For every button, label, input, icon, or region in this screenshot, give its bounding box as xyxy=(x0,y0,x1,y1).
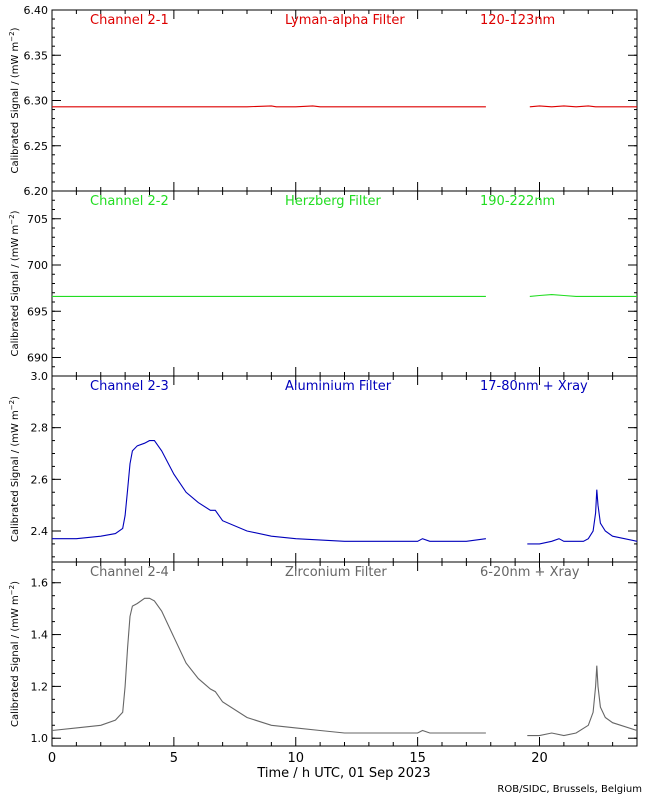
y-tick-label-ch24: 1.0 xyxy=(31,732,49,745)
series-line-ch24-seg1 xyxy=(51,597,486,734)
band-label-ch24: 6-20nm + Xray xyxy=(480,565,580,580)
channel-label-ch22: Channel 2-2 xyxy=(90,194,169,209)
y-tick-label-ch23: 2.4 xyxy=(31,525,49,538)
filter-label-ch21: Lyman-alpha Filter xyxy=(285,13,405,28)
y-tick-label-ch21: 6.40 xyxy=(24,4,49,17)
y-axis-label-ch24: Calibrated Signal / (mW m−2) xyxy=(8,581,21,727)
x-tick-label: 0 xyxy=(48,751,56,766)
panel-frame-ch23 xyxy=(51,375,638,563)
y-tick-label-ch21: 6.20 xyxy=(24,185,49,198)
panel-ch23: 2.4 2.6 2.8 3.0 Calibrated Signal / (mW m−2)… xyxy=(8,370,638,563)
y-tick-label-ch24: 1.4 xyxy=(31,629,49,642)
channel-label-ch23: Channel 2-3 xyxy=(90,379,169,394)
y-tick-label-ch23: 2.6 xyxy=(31,473,49,486)
y-tick-label-ch21: 6.30 xyxy=(24,95,49,108)
y-axis-label-ch22: Calibrated Signal / (mW m−2) xyxy=(8,210,21,356)
channel-label-ch24: Channel 2-4 xyxy=(90,565,169,580)
y-tick-label-ch22: 705 xyxy=(27,213,48,226)
series-line-ch22-seg2 xyxy=(529,294,637,297)
y-axis-label-ch23: Calibrated Signal / (mW m−2) xyxy=(8,396,21,542)
x-tick-label: 15 xyxy=(409,751,426,766)
series-line-ch21-seg2 xyxy=(529,105,637,108)
series-line-ch23-seg1 xyxy=(52,440,486,542)
band-label-ch22: 190-222nm xyxy=(480,194,555,209)
x-axis-label: Time / h UTC, 01 Sep 2023 xyxy=(256,766,430,781)
filter-label-ch24: Zirconium Filter xyxy=(285,565,387,580)
y-tick-label-ch23: 2.8 xyxy=(31,422,49,435)
panel-frame-ch22 xyxy=(51,190,638,377)
panel-ch22: 690 695 700 705 Calibrated Signal / (mW m−2)… xyxy=(8,190,638,377)
panel-frame-ch24 xyxy=(51,561,638,747)
filter-label-ch23: Aluminium Filter xyxy=(285,379,392,394)
y-tick-label-ch24: 1.2 xyxy=(31,680,49,693)
x-tick-label: 10 xyxy=(287,751,304,766)
y-tick-label-ch22: 695 xyxy=(27,305,48,318)
band-label-ch21: 120-123nm xyxy=(480,13,555,28)
y-tick-label-ch22: 690 xyxy=(27,352,48,365)
footer-credit: ROB/SIDC, Brussels, Belgium xyxy=(497,784,642,795)
channel-label-ch21: Channel 2-1 xyxy=(90,13,169,28)
band-label-ch23: 17-80nm + Xray xyxy=(480,379,588,394)
x-tick-label: 20 xyxy=(531,751,548,766)
series-line-ch23-seg2 xyxy=(527,489,638,545)
y-tick-label-ch22: 700 xyxy=(27,259,48,272)
y-tick-label-ch21: 6.35 xyxy=(24,49,49,62)
panel-ch24: 1.0 1.2 1.4 1.6 Calibrated Signal / (mW m−2)… xyxy=(8,561,638,747)
y-axis-label-ch21: Calibrated Signal / (mW m−2) xyxy=(8,27,21,173)
y-tick-label-ch21: 6.25 xyxy=(24,140,49,153)
panel-frame-ch21 xyxy=(51,9,638,192)
y-tick-label-ch24: 1.6 xyxy=(31,577,49,590)
x-tick-label: 5 xyxy=(170,751,178,766)
y-tick-label-ch23: 3.0 xyxy=(31,370,49,383)
filter-label-ch22: Herzberg Filter xyxy=(285,194,382,209)
series-line-ch24-seg2 xyxy=(527,665,638,737)
series-line-ch21-seg1 xyxy=(52,105,486,108)
